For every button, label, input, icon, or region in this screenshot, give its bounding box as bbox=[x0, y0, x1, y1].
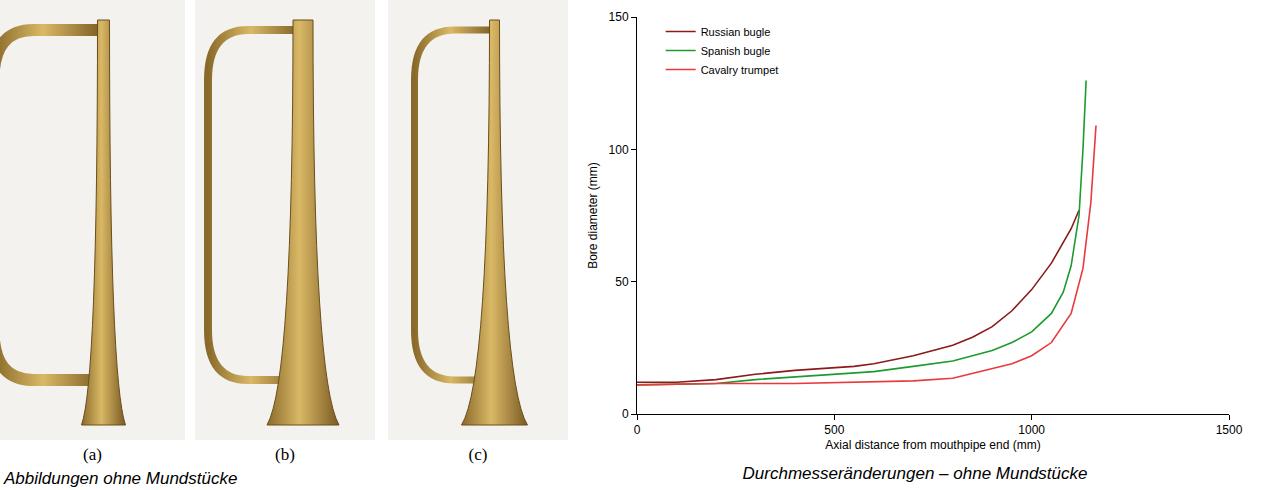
svg-text:50: 50 bbox=[615, 275, 629, 289]
svg-text:Russian bugle: Russian bugle bbox=[701, 26, 771, 38]
svg-text:(a): (a) bbox=[83, 445, 102, 464]
svg-text:(b): (b) bbox=[275, 445, 295, 464]
svg-text:Abbildungen ohne Mundstücke: Abbildungen ohne Mundstücke bbox=[3, 469, 237, 488]
svg-text:Bore diameter (mm): Bore diameter (mm) bbox=[586, 162, 600, 269]
svg-text:1000: 1000 bbox=[1018, 423, 1045, 437]
svg-text:500: 500 bbox=[824, 423, 844, 437]
svg-text:1500: 1500 bbox=[1216, 423, 1243, 437]
svg-text:100: 100 bbox=[609, 143, 629, 157]
svg-text:0: 0 bbox=[634, 423, 641, 437]
svg-text:0: 0 bbox=[622, 407, 629, 421]
svg-text:150: 150 bbox=[609, 10, 629, 24]
svg-text:Cavalry trumpet: Cavalry trumpet bbox=[701, 64, 779, 76]
svg-text:(c): (c) bbox=[469, 445, 488, 464]
svg-text:Spanish bugle: Spanish bugle bbox=[701, 45, 771, 57]
svg-text:Axial distance from mouthpipe: Axial distance from mouthpipe end (mm) bbox=[825, 438, 1040, 452]
html-text:Durchmesseränderungen – ohne M: Durchmesseränderungen – ohne Mundstücke bbox=[742, 464, 1088, 483]
